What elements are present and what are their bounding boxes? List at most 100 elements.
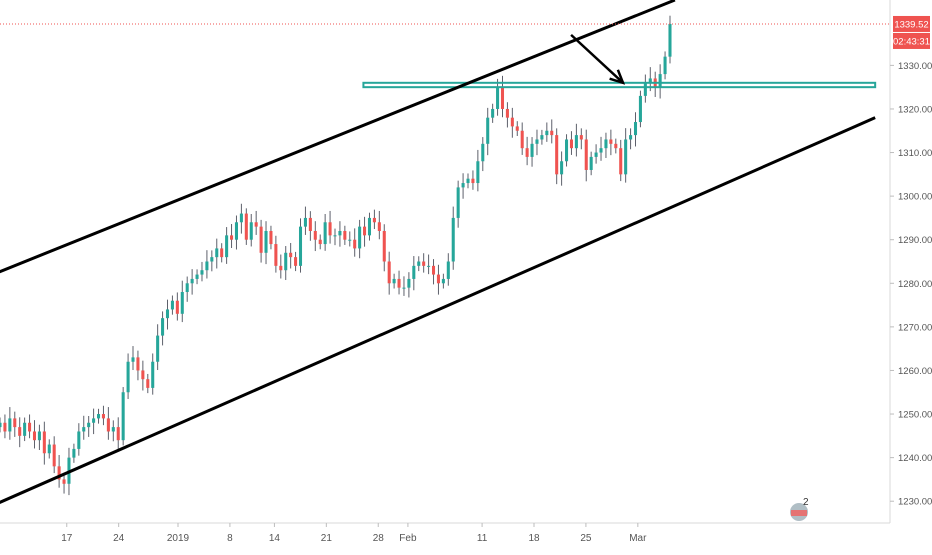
- channel-upper-line: [0, 0, 676, 274]
- candle: [496, 87, 500, 109]
- candle: [116, 427, 120, 441]
- candle: [136, 357, 140, 371]
- time-axis-panel[interactable]: [0, 523, 932, 550]
- time-axis-ticks: 17 24 2019 8 14 21 28 Feb 11 18 25 Mar: [61, 523, 647, 544]
- candle: [52, 444, 56, 467]
- y-tick-label: 1240.00: [898, 453, 932, 464]
- candle: [72, 448, 76, 458]
- candle: [599, 148, 603, 153]
- price-axis-panel[interactable]: [890, 0, 932, 523]
- candle: [77, 431, 81, 449]
- last-price-label: 1339.52: [894, 19, 928, 30]
- candle: [254, 222, 258, 227]
- candle: [614, 143, 618, 149]
- candle: [382, 230, 386, 262]
- candle: [584, 139, 588, 170]
- candle: [569, 139, 573, 149]
- candle: [259, 226, 263, 253]
- candle: [126, 361, 130, 393]
- candle: [274, 244, 278, 266]
- candle: [234, 222, 238, 240]
- candle: [284, 252, 288, 271]
- x-tick-label: 14: [269, 533, 281, 544]
- candle: [13, 418, 17, 428]
- x-tick-label: 25: [580, 533, 592, 544]
- candle: [165, 309, 170, 319]
- x-tick-label: 2019: [167, 533, 190, 544]
- candle: [289, 252, 293, 258]
- candle: [328, 222, 332, 236]
- candle: [244, 213, 248, 240]
- candle: [446, 261, 450, 279]
- candle: [643, 82, 647, 96]
- projection-arrow: [570, 33, 624, 84]
- candle: [525, 148, 529, 157]
- candle: [535, 139, 539, 144]
- x-tick-label: 18: [528, 533, 540, 544]
- candle: [92, 418, 96, 423]
- candle: [363, 226, 367, 236]
- x-tick-label: 11: [477, 533, 488, 544]
- candle: [195, 274, 199, 279]
- candle: [131, 357, 135, 362]
- candle: [491, 108, 495, 118]
- candle: [505, 108, 509, 118]
- candle: [279, 265, 283, 271]
- support-zone: [362, 81, 877, 89]
- candle: [387, 261, 391, 284]
- candle: [624, 139, 628, 175]
- candle: [121, 392, 125, 441]
- candle: [510, 117, 514, 127]
- candle: [146, 379, 150, 388]
- candle: [471, 178, 475, 184]
- candle: [313, 230, 317, 240]
- countdown-tag: [893, 32, 930, 49]
- candle: [500, 87, 505, 109]
- price-tags: 1339.52 02:43:31: [893, 15, 930, 49]
- x-tick-label: 24: [113, 533, 125, 544]
- candle: [441, 278, 445, 284]
- candle: [185, 283, 189, 293]
- candle: [397, 278, 401, 288]
- candle: [62, 479, 66, 484]
- candle: [220, 248, 224, 258]
- watermark-number: 2: [803, 497, 809, 508]
- candle: [111, 427, 115, 432]
- candle: [550, 130, 554, 136]
- candle: [594, 152, 598, 157]
- channel-lower-line: [0, 116, 876, 504]
- candle: [249, 222, 253, 240]
- candle: [82, 427, 86, 432]
- candle: [422, 261, 426, 266]
- candle: [367, 217, 372, 236]
- x-tick-label: 28: [373, 533, 385, 544]
- y-tick-label: 1230.00: [898, 497, 932, 508]
- x-tick-label: 17: [61, 533, 73, 544]
- candle: [0, 422, 2, 428]
- candle: [318, 239, 322, 245]
- candle: [106, 418, 110, 432]
- y-tick-label: 1280.00: [898, 279, 932, 290]
- candle: [353, 239, 357, 249]
- candle: [3, 422, 7, 432]
- candle: [668, 23, 672, 57]
- candle: [180, 292, 184, 314]
- y-tick-label: 1260.00: [898, 366, 932, 377]
- countdown-label: 02:43:31: [893, 36, 930, 47]
- candle: [190, 278, 194, 284]
- candle: [8, 418, 12, 432]
- candle: [515, 126, 519, 131]
- candle: [170, 300, 174, 310]
- candle: [412, 265, 416, 279]
- y-tick-label: 1300.00: [898, 192, 932, 203]
- candle: [402, 287, 406, 289]
- candle: [392, 278, 396, 284]
- candle: [451, 217, 455, 262]
- candle: [638, 95, 642, 123]
- arrow-head-icon: [609, 69, 626, 85]
- candle: [372, 217, 376, 223]
- candle: [32, 431, 37, 441]
- candle: [565, 139, 569, 162]
